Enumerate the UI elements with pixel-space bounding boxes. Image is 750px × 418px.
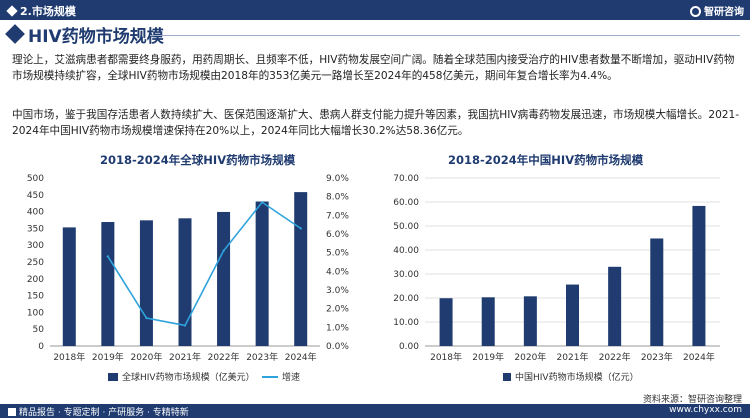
title-diamond-icon bbox=[5, 24, 25, 44]
growth-point bbox=[106, 255, 110, 258]
y2-tick-label: 3.0% bbox=[326, 286, 349, 296]
bar bbox=[481, 297, 495, 346]
x-tick-label: 2022年 bbox=[208, 351, 240, 363]
y2-tick-label: 6.0% bbox=[326, 230, 349, 240]
footer-left-text: 精品报告 · 专题定制 · 产研服务 · 专精特新 bbox=[19, 408, 189, 418]
bar bbox=[178, 218, 192, 346]
chart-title-china: 2018-2024年中国HIV药物市场规模 bbox=[448, 153, 644, 167]
footer-bar: 精品报告 · 专题定制 · 产研服务 · 专精特新 www.chyxx.com bbox=[0, 404, 750, 418]
bar bbox=[439, 298, 453, 346]
bar bbox=[523, 296, 537, 346]
x-tick-label: 2019年 bbox=[92, 351, 124, 363]
y-tick-label: 70.00 bbox=[393, 174, 419, 184]
y-tick-label: 0.00 bbox=[399, 342, 419, 352]
title-divider bbox=[150, 35, 740, 36]
legend-bar-label: 全球HIV药物市场规模（亿美元） bbox=[122, 371, 255, 383]
x-tick-label: 2024年 bbox=[285, 351, 317, 363]
report-icon bbox=[8, 408, 16, 416]
y-tick-label: 150 bbox=[27, 292, 44, 302]
diamond-icon bbox=[6, 5, 18, 17]
y-tick-label: 50 bbox=[33, 325, 45, 335]
x-tick-label: 2023年 bbox=[641, 351, 673, 363]
section-label: 2.市场规模 bbox=[6, 3, 76, 19]
y2-tick-label: 9.0% bbox=[326, 174, 349, 184]
growth-point bbox=[260, 201, 264, 204]
bar bbox=[139, 220, 153, 346]
global-market-chart: 0 50 100 150 200 250 300 350 400 450 500 0.0% 1.0% 2.… bbox=[27, 174, 350, 383]
x-tick-label: 2019年 bbox=[472, 351, 504, 363]
bar bbox=[692, 205, 706, 346]
y-tick-label: 0 bbox=[38, 342, 44, 352]
y2-tick-label: 2.0% bbox=[326, 305, 349, 315]
bar bbox=[650, 238, 664, 346]
y-tick-label: 350 bbox=[27, 224, 44, 234]
data-source: 资料来源：智研咨询整理 bbox=[642, 395, 742, 405]
y-tick-label: 20.00 bbox=[393, 294, 419, 304]
legend-bar-label: 中国HIV药物市场规模（亿元） bbox=[515, 371, 639, 383]
y-tick-label: 250 bbox=[27, 258, 44, 268]
y2-tick-label: 7.0% bbox=[326, 211, 349, 221]
x-tick-label: 2021年 bbox=[557, 351, 589, 363]
footer-left: 精品报告 · 专题定制 · 产研服务 · 专精特新 bbox=[8, 405, 189, 418]
y2-tick-label: 5.0% bbox=[326, 249, 349, 259]
y-tick-label: 60.00 bbox=[393, 198, 419, 208]
legend-bar-swatch bbox=[503, 373, 511, 381]
x-tick-label: 2022年 bbox=[599, 351, 631, 363]
logo-icon bbox=[690, 6, 701, 17]
x-tick-label: 2024年 bbox=[683, 351, 715, 363]
x-tick-label: 2023年 bbox=[246, 351, 278, 363]
y-tick-label: 100 bbox=[27, 308, 44, 318]
x-tick-label: 2018年 bbox=[430, 351, 462, 363]
logo-text: 智研咨询 bbox=[704, 7, 744, 18]
y2-tick-label: 1.0% bbox=[326, 323, 349, 333]
y-tick-label: 500 bbox=[27, 174, 44, 184]
y-tick-label: 50.00 bbox=[393, 222, 419, 232]
x-tick-label: 2020年 bbox=[514, 351, 546, 363]
china-market-chart: 0.00 10.00 20.00 30.00 40.00 50.00 60.00 70.00 2… bbox=[393, 174, 720, 383]
growth-line bbox=[107, 201, 302, 327]
title-row: HIV药物市场规模 bbox=[0, 22, 750, 48]
x-tick-label: 2021年 bbox=[169, 351, 201, 363]
bar bbox=[608, 266, 622, 346]
paragraph-china: 中国市场，鉴于我国存活患者人数持续扩大、医保范围逐渐扩大、患病人群支付能力提升等… bbox=[12, 109, 740, 137]
y-tick-label: 450 bbox=[27, 191, 44, 201]
top-bar: 2.市场规模 智研咨询 bbox=[0, 0, 750, 20]
section-text: 2.市场规模 bbox=[20, 5, 76, 18]
x-tick-label: 2018年 bbox=[53, 351, 85, 363]
page-title: HIV药物市场规模 bbox=[28, 27, 164, 47]
bar bbox=[101, 222, 115, 346]
y2-tick-label: 4.0% bbox=[326, 267, 349, 277]
growth-point bbox=[183, 324, 187, 327]
growth-point bbox=[145, 316, 148, 320]
bar bbox=[255, 201, 269, 346]
y2-tick-label: 8.0% bbox=[326, 193, 349, 203]
y-tick-label: 30.00 bbox=[393, 270, 419, 280]
legend-bar-swatch bbox=[108, 373, 118, 381]
y2-tick-label: 0.0% bbox=[326, 342, 349, 352]
bar bbox=[217, 211, 231, 346]
chart-title-global: 2018-2024年全球HIV药物市场规模 bbox=[100, 153, 296, 167]
bar bbox=[566, 284, 579, 346]
paragraph-global: 理论上，艾滋病患者都需要终身服药，用药周期长、且频率不低，HIV药物发展空间广阔… bbox=[12, 54, 735, 82]
x-tick-label: 2020年 bbox=[130, 351, 162, 363]
y-tick-label: 40.00 bbox=[393, 246, 419, 256]
y-tick-label: 10.00 bbox=[393, 318, 419, 328]
legend-line-label: 增速 bbox=[282, 371, 300, 383]
growth-point bbox=[299, 227, 302, 230]
y-tick-label: 300 bbox=[27, 241, 44, 251]
brand-logo: 智研咨询 bbox=[690, 3, 744, 18]
bar bbox=[62, 227, 76, 346]
y-tick-label: 400 bbox=[27, 208, 44, 218]
footer-url: www.chyxx.com bbox=[669, 405, 742, 415]
growth-point bbox=[222, 249, 225, 252]
y-tick-label: 200 bbox=[27, 275, 44, 285]
bar bbox=[294, 192, 308, 346]
